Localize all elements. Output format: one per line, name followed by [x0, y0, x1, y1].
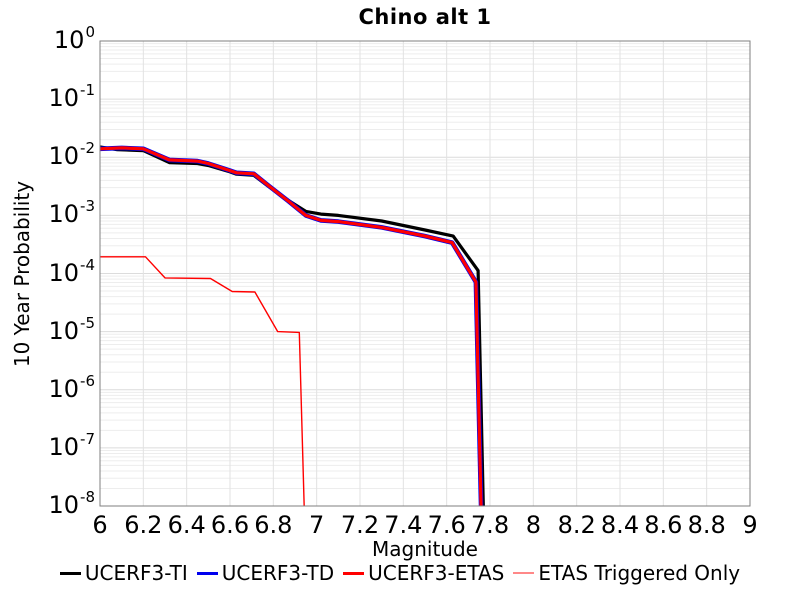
y-tick-label-1e-8: 10-8	[48, 488, 95, 519]
series-line-ucerf3-ti	[100, 145, 485, 506]
series-line-etas-triggered-only	[100, 256, 305, 506]
chart-legend: UCERF3-TI UCERF3-TD UCERF3-ETAS ETAS Trigge…	[0, 561, 800, 585]
y-tick-label-1e-2: 10-2	[48, 139, 95, 171]
legend-item-ucerf3-ti: UCERF3-TI	[59, 561, 188, 585]
y-tick-label-1e-5: 10-5	[48, 313, 95, 345]
series-group	[100, 145, 485, 506]
x-axis-label: Magnitude	[372, 537, 478, 561]
legend-line-swatch-icon	[196, 571, 218, 575]
y-tick-label-1e-6: 10-6	[48, 371, 95, 403]
x-tick-label-6: 6	[92, 511, 108, 539]
legend-line-swatch-icon	[59, 571, 81, 575]
legend-item-etas-triggered-only: ETAS Triggered Only	[513, 561, 740, 585]
x-tick-label-8.6: 8.6	[644, 511, 683, 539]
legend-label: ETAS Triggered Only	[538, 561, 741, 585]
legend-line-swatch-icon	[513, 572, 535, 574]
legend-item-ucerf3-td: UCERF3-TD	[196, 561, 335, 585]
x-tick-label-9: 9	[742, 511, 758, 539]
legend-label: UCERF3-TI	[84, 561, 188, 585]
y-tick-label-1e0: 100	[53, 23, 95, 54]
y-tick-label-1e-1: 10-1	[48, 81, 95, 113]
x-tick-label-6.6: 6.6	[210, 511, 250, 539]
legend-label: UCERF3-TD	[221, 561, 335, 585]
legend-item-ucerf3-etas: UCERF3-ETAS	[343, 561, 504, 585]
x-tick-label-8.8: 8.8	[687, 511, 726, 539]
chart-title: Chino alt 1	[358, 5, 492, 29]
series-line-ucerf3-td	[100, 145, 484, 506]
x-tick-label-7.6: 7.6	[427, 511, 466, 539]
x-tick-label-7: 7	[309, 511, 325, 539]
y-tick-label-1e-7: 10-7	[48, 429, 95, 461]
x-tick-label-8.2: 8.2	[557, 511, 596, 539]
x-tick-label-7.4: 7.4	[384, 511, 423, 539]
x-tick-label-6.8: 6.8	[254, 511, 293, 539]
legend-line-swatch-icon	[343, 571, 365, 575]
legend-label: UCERF3-ETAS	[368, 561, 505, 585]
x-tick-label-6.2: 6.2	[124, 511, 163, 539]
x-tick-label-8.4: 8.4	[600, 511, 640, 539]
x-tick-label-7.2: 7.2	[340, 511, 380, 539]
y-tick-label-1e-4: 10-4	[48, 255, 95, 287]
x-tick-label-7.8: 7.8	[470, 511, 510, 539]
x-tick-label-8: 8	[525, 511, 541, 539]
x-tick-label-6.4: 6.4	[167, 511, 206, 539]
plot-border	[99, 40, 751, 507]
series-line-ucerf3-etas	[100, 146, 483, 506]
y-tick-label-1e-3: 10-3	[48, 197, 95, 229]
